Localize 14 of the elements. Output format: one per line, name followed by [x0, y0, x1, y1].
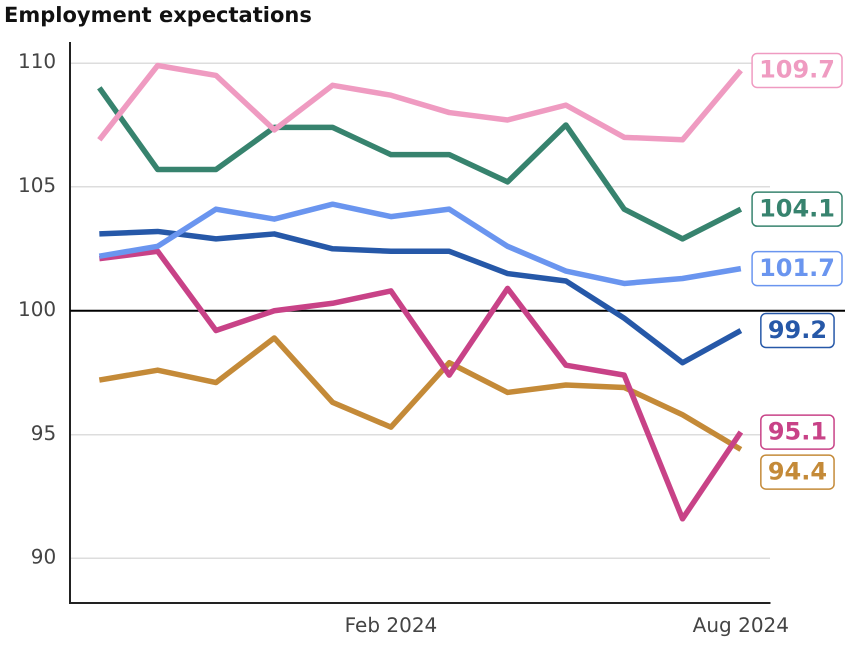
y-tick-label: 95: [30, 420, 56, 445]
y-tick-label: 100: [18, 296, 56, 321]
data-label: 95.1: [768, 417, 828, 446]
x-tick-label: Feb 2024: [344, 613, 438, 638]
data-label: 104.1: [759, 194, 836, 222]
data-label: 101.7: [759, 254, 836, 282]
x-tick-label: Aug 2024: [692, 613, 789, 638]
data-label: 99.2: [768, 316, 828, 344]
y-tick-label: 90: [30, 544, 56, 569]
data-label: 109.7: [759, 56, 836, 84]
data-label: 94.4: [768, 457, 828, 486]
chart-title: Employment expectations: [4, 3, 312, 28]
y-tick-label: 110: [18, 49, 56, 74]
y-tick-label: 105: [18, 173, 56, 198]
